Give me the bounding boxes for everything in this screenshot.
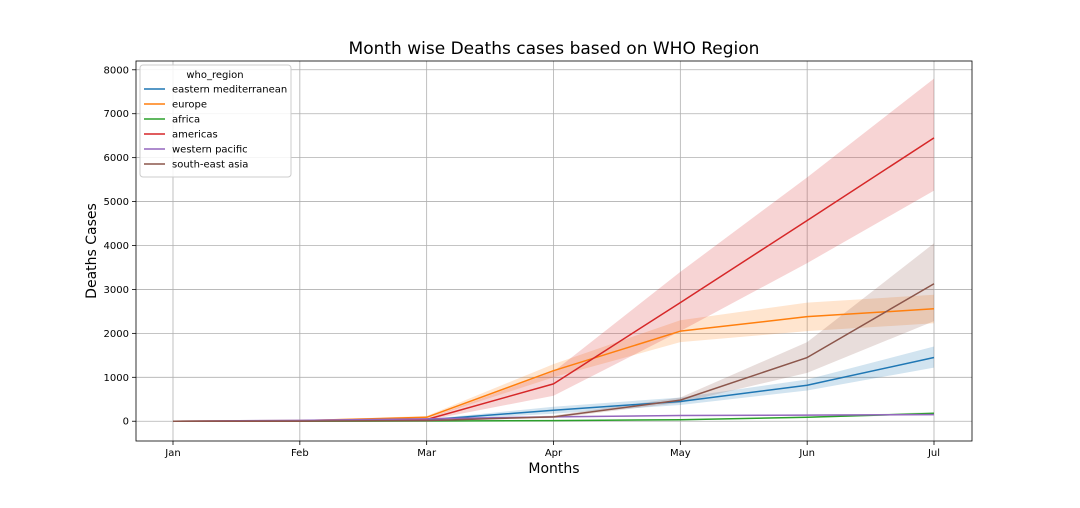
y-tick-label: 7000 <box>104 109 129 120</box>
legend-label: africa <box>172 115 200 126</box>
y-tick-label: 3000 <box>104 285 129 296</box>
confidence-band-0 <box>173 346 934 422</box>
x-axis-label: Months <box>528 461 579 477</box>
confidence-band-5 <box>173 243 934 422</box>
y-axis-label: Deaths Cases <box>84 203 100 299</box>
legend-label: americas <box>172 130 218 141</box>
y-tick-label: 1000 <box>104 373 129 384</box>
legend-label: south-east asia <box>172 160 248 171</box>
y-tick-label: 5000 <box>104 197 129 208</box>
x-tick-label: May <box>670 448 691 459</box>
y-tick-label: 4000 <box>104 241 129 252</box>
x-tick-label: Jan <box>164 448 180 459</box>
x-tick-label: Apr <box>545 448 563 459</box>
x-tick-label: Mar <box>417 448 437 459</box>
y-tick-label: 6000 <box>104 153 129 164</box>
chart-title: Month wise Deaths cases based on WHO Reg… <box>349 39 760 59</box>
legend-label: western pacific <box>172 145 248 156</box>
y-tick-label: 0 <box>123 417 129 428</box>
y-tick-label: 8000 <box>104 65 129 76</box>
plot-frame <box>135 60 973 442</box>
legend-label: eastern mediterranean <box>172 85 287 96</box>
legend-label: europe <box>172 100 207 111</box>
legend-box <box>139 64 292 178</box>
x-tick-label: Jul <box>927 448 940 459</box>
legend: who_region eastern mediterranean europe af… <box>139 64 292 178</box>
confidence-band-1 <box>173 294 934 422</box>
y-tick-label: 2000 <box>104 329 129 340</box>
x-tick-label: Jun <box>798 448 815 459</box>
series-line-5 <box>172 283 935 422</box>
legend-title: who_region <box>186 70 243 81</box>
x-tick-label: Feb <box>291 448 309 459</box>
confidence-band-3 <box>173 78 934 422</box>
